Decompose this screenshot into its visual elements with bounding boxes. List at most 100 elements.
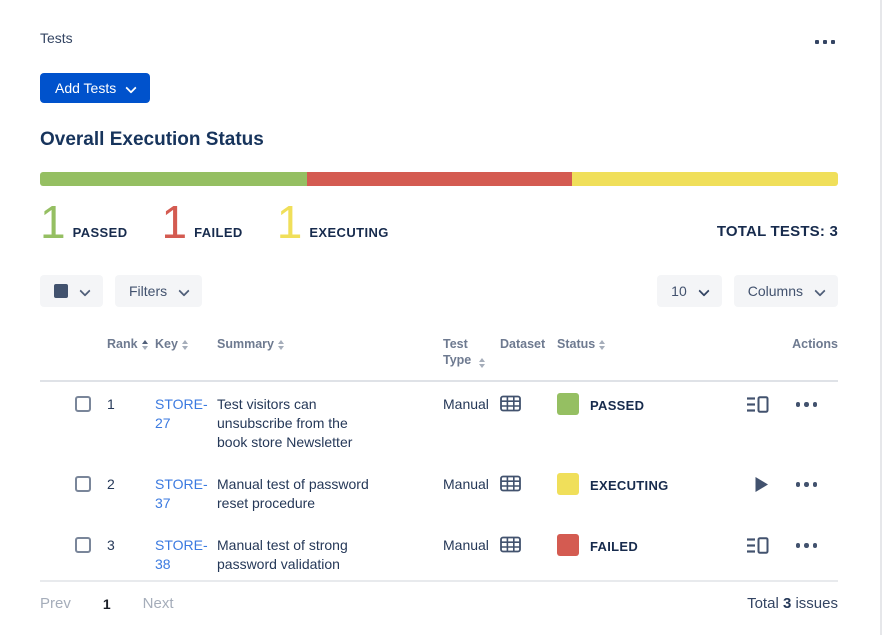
status-label: EXECUTING xyxy=(590,477,669,493)
summary-text: Manual test of password reset procedure xyxy=(217,476,369,511)
table-header-row: Rank Key Summary Test Type Dataset Statu… xyxy=(40,328,838,382)
header-summary[interactable]: Summary xyxy=(217,328,443,382)
add-tests-label: Add Tests xyxy=(55,80,117,96)
columns-dropdown-button[interactable]: Columns xyxy=(733,275,838,307)
current-page-button[interactable]: 1 xyxy=(102,595,111,612)
chevron-down-icon xyxy=(179,287,188,296)
play-icon[interactable] xyxy=(754,476,769,493)
sort-icon xyxy=(181,340,188,350)
executing-label: EXECUTING xyxy=(309,225,389,240)
row-actions-ellipsis-icon[interactable] xyxy=(795,482,817,487)
bar-segment-executing xyxy=(572,172,838,186)
rank-cell: 2 xyxy=(107,476,115,492)
status-color-square xyxy=(557,534,579,556)
issue-key-link[interactable]: STORE-27 xyxy=(155,396,208,431)
test-type-cell: Manual xyxy=(443,396,489,412)
pagination-bar: Prev 1 Next Total 3 issues xyxy=(40,580,838,612)
filters-dropdown-button[interactable]: Filters xyxy=(115,275,203,307)
header-test-type-label: Test Type xyxy=(443,337,472,367)
test-type-cell: Manual xyxy=(443,476,489,492)
counter-failed: 1 FAILED xyxy=(161,196,243,248)
bar-segment-passed xyxy=(40,172,307,186)
row-actions-ellipsis-icon[interactable] xyxy=(795,543,817,548)
status-color-square xyxy=(557,393,579,415)
add-tests-button[interactable]: Add Tests xyxy=(40,73,151,103)
executing-count: 1 xyxy=(276,196,303,248)
header-status-label: Status xyxy=(557,337,596,351)
row-actions-ellipsis-icon[interactable] xyxy=(795,402,817,407)
panel-menu-ellipsis-icon[interactable] xyxy=(815,40,835,44)
dataset-grid-icon[interactable] xyxy=(500,536,521,553)
header-checkbox-spacer xyxy=(40,328,107,382)
page-size-dropdown-button[interactable]: 10 xyxy=(657,275,722,307)
chevron-down-icon xyxy=(815,287,824,296)
header-dataset: Dataset xyxy=(500,328,557,382)
execution-details-icon[interactable] xyxy=(746,396,769,413)
header-summary-label: Summary xyxy=(217,337,274,351)
total-count: 3 xyxy=(782,595,792,612)
header-dataset-label: Dataset xyxy=(500,337,546,351)
table-row: 1 STORE-27 Test visitors can unsubscribe… xyxy=(40,381,838,462)
dataset-grid-icon[interactable] xyxy=(500,475,521,492)
total-tests-label: TOTAL TESTS: 3 xyxy=(716,223,838,240)
passed-label: PASSED xyxy=(72,225,128,240)
select-all-checkbox-icon xyxy=(54,284,68,298)
counter-passed: 1 PASSED xyxy=(40,196,128,248)
next-page-button[interactable]: Next xyxy=(142,595,174,612)
sort-icon xyxy=(277,340,284,350)
total-prefix: Total xyxy=(747,595,779,612)
execution-details-icon[interactable] xyxy=(746,537,769,554)
chevron-down-icon xyxy=(80,287,89,296)
select-all-dropdown-button[interactable] xyxy=(40,275,103,307)
overall-execution-status-heading: Overall Execution Status xyxy=(40,129,264,150)
sort-asc-icon xyxy=(141,340,148,350)
columns-label: Columns xyxy=(747,283,803,299)
header-actions: Actions xyxy=(747,328,838,382)
total-suffix: issues xyxy=(795,595,838,612)
header-status[interactable]: Status xyxy=(557,328,747,382)
table-toolbar: Filters 10 Columns xyxy=(40,275,838,307)
header-test-type[interactable]: Test Type xyxy=(443,328,500,382)
panel-right-border xyxy=(880,0,882,635)
failed-count: 1 xyxy=(161,196,188,248)
prev-page-button[interactable]: Prev xyxy=(40,595,71,612)
status-color-square xyxy=(557,473,579,495)
rank-cell: 1 xyxy=(107,396,115,412)
filters-label: Filters xyxy=(129,283,168,299)
issue-key-link[interactable]: STORE-37 xyxy=(155,476,208,511)
test-type-cell: Manual xyxy=(443,537,489,553)
passed-count: 1 xyxy=(40,196,66,248)
header-rank[interactable]: Rank xyxy=(107,328,155,382)
status-label: FAILED xyxy=(590,538,639,554)
page-size-value: 10 xyxy=(671,283,687,299)
header-rank-label: Rank xyxy=(107,337,138,351)
sort-icon xyxy=(479,358,485,368)
dataset-grid-icon[interactable] xyxy=(500,395,521,412)
header-actions-label: Actions xyxy=(792,337,838,351)
summary-text: Test visitors can unsubscribe from the b… xyxy=(217,396,353,450)
execution-status-bar xyxy=(40,172,838,186)
bar-segment-failed xyxy=(306,172,573,186)
row-checkbox[interactable] xyxy=(75,476,91,492)
counter-executing: 1 EXECUTING xyxy=(276,196,389,248)
sort-icon xyxy=(599,340,606,350)
status-badge[interactable]: FAILED xyxy=(557,534,639,556)
summary-text: Manual test of strong password validatio… xyxy=(217,537,348,572)
total-issues-label: Total 3 issues xyxy=(747,595,838,612)
status-label: PASSED xyxy=(590,397,645,413)
table-row: 3 STORE-38 Manual test of strong passwor… xyxy=(40,523,838,584)
row-checkbox[interactable] xyxy=(75,537,91,553)
header-key[interactable]: Key xyxy=(155,328,217,382)
chevron-down-icon xyxy=(699,287,708,296)
table-row: 2 STORE-37 Manual test of password reset… xyxy=(40,462,838,523)
tests-table: Rank Key Summary Test Type Dataset Statu… xyxy=(40,328,838,584)
chevron-down-icon xyxy=(126,84,135,93)
panel-title: Tests xyxy=(40,30,73,46)
row-checkbox[interactable] xyxy=(75,396,91,412)
rank-cell: 3 xyxy=(107,537,115,553)
status-badge[interactable]: PASSED xyxy=(557,393,645,415)
issue-key-link[interactable]: STORE-38 xyxy=(155,537,208,572)
counters-row: 1 PASSED 1 FAILED 1 EXECUTING TOTAL TEST… xyxy=(40,196,838,248)
status-badge[interactable]: EXECUTING xyxy=(557,473,669,495)
